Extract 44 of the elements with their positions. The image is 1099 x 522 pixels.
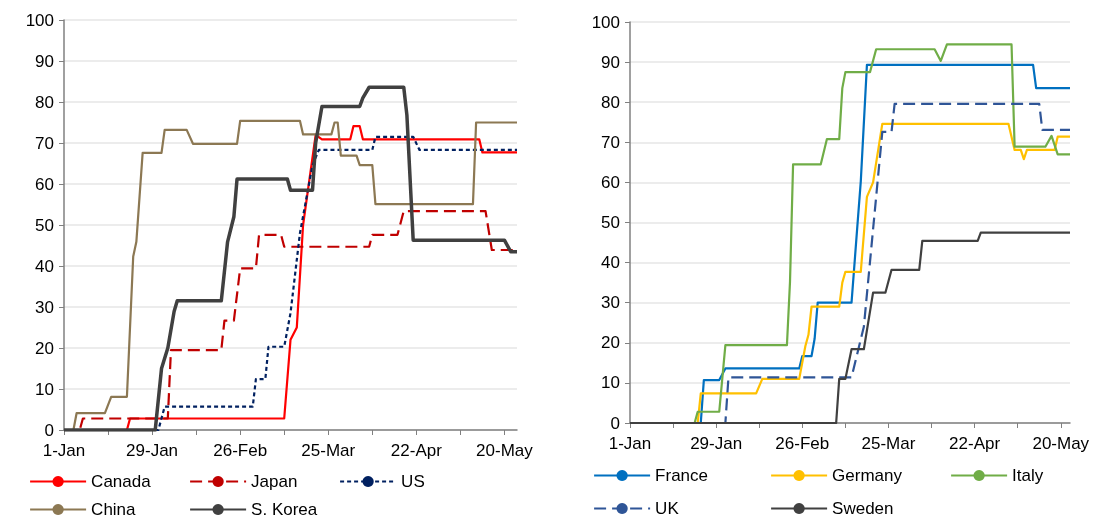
- legend-label: Canada: [91, 472, 152, 491]
- y-tick-label: 30: [35, 297, 54, 317]
- y-tick-label: 0: [44, 420, 54, 440]
- x-tick-label: 29-Jan: [126, 441, 179, 460]
- x-tick-label: 25-Mar: [861, 434, 916, 453]
- x-tick-label: 20-May: [476, 441, 534, 460]
- x-tick-label: 22-Apr: [949, 434, 1001, 453]
- legend-label: S. Korea: [251, 500, 318, 519]
- legend-label: UK: [655, 499, 680, 518]
- legend-label: China: [91, 500, 137, 519]
- x-tick-label: 26-Feb: [213, 441, 268, 460]
- x-tick-label: 1-Jan: [42, 441, 86, 460]
- legend-label: Sweden: [832, 499, 894, 518]
- legend-label: France: [655, 466, 709, 485]
- y-tick-label: 70: [601, 132, 620, 152]
- y-tick-label: 40: [601, 253, 620, 273]
- legend-label: Italy: [1012, 466, 1044, 485]
- y-tick-label: 0: [610, 413, 620, 433]
- y-tick-label: 10: [601, 373, 620, 393]
- x-tick-label: 29-Jan: [690, 434, 743, 453]
- x-tick-label: 26-Feb: [775, 434, 830, 453]
- x-tick-label: 22-Apr: [390, 441, 443, 460]
- x-tick-label: 25-Mar: [301, 441, 356, 460]
- legend-label: Germany: [832, 466, 903, 485]
- legend-label: US: [401, 472, 425, 491]
- y-tick-label: 80: [601, 92, 620, 112]
- y-tick-label: 20: [601, 333, 620, 353]
- y-tick-label: 70: [35, 133, 54, 153]
- y-tick-label: 50: [35, 215, 54, 235]
- y-tick-label: 90: [35, 51, 54, 71]
- y-tick-label: 50: [601, 213, 620, 232]
- y-tick-label: 100: [25, 10, 54, 30]
- y-tick-label: 10: [35, 379, 54, 399]
- y-tick-label: 90: [601, 52, 620, 72]
- y-tick-label: 20: [35, 338, 54, 358]
- x-tick-label: 1-Jan: [608, 434, 652, 453]
- y-tick-label: 80: [35, 92, 54, 112]
- y-tick-label: 60: [35, 174, 54, 194]
- legend-label: Japan: [251, 472, 298, 491]
- y-tick-label: 100: [591, 12, 620, 32]
- y-tick-label: 60: [601, 172, 620, 192]
- y-tick-label: 40: [35, 256, 54, 276]
- x-tick-label: 20-May: [1032, 434, 1090, 453]
- y-tick-label: 30: [601, 293, 620, 313]
